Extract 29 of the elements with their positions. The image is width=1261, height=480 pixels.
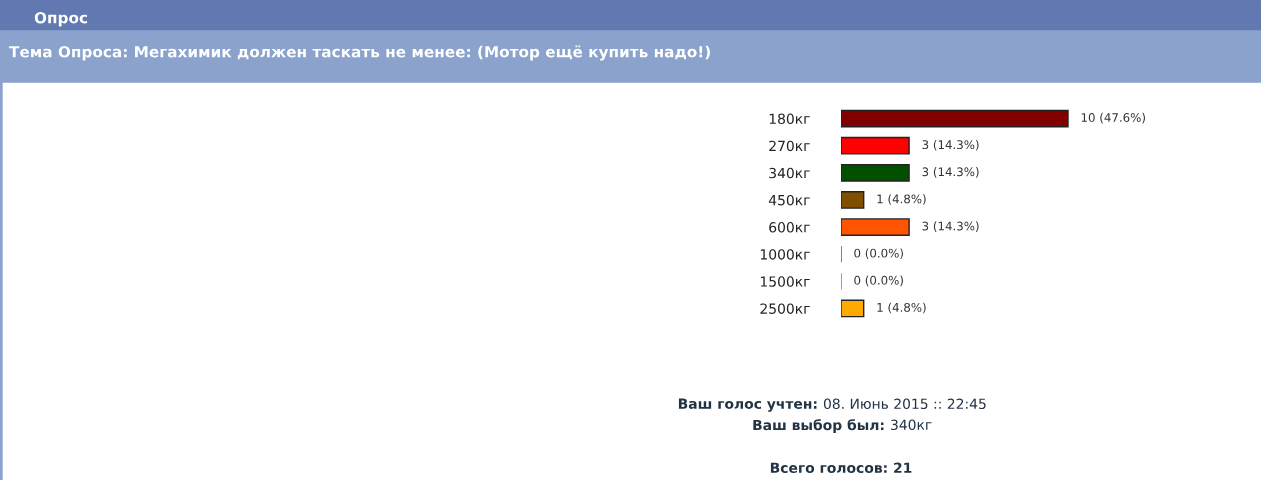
bar bbox=[841, 218, 910, 236]
data-label: 3 (14.3%) bbox=[922, 139, 979, 151]
bar bbox=[841, 136, 910, 155]
y-tick-label: 2500кг bbox=[760, 303, 810, 314]
data-label: 1 (4.8%) bbox=[877, 302, 926, 314]
data-label: 3 (14.3%) bbox=[922, 221, 979, 232]
y-tick-label: 180кг bbox=[769, 113, 810, 125]
text: 340кг bbox=[891, 419, 932, 431]
data-label: 10 (47.6%) bbox=[1081, 112, 1145, 124]
y-tick-label: 1000кг bbox=[760, 249, 810, 260]
y-tick-label: 450кг bbox=[768, 194, 810, 206]
data-label: 0 (0.0%) bbox=[854, 275, 903, 287]
data-label: 0 (0.0%) bbox=[854, 248, 903, 259]
bar bbox=[841, 299, 865, 318]
text: 08. Июнь 2015 :: 22:45 bbox=[823, 398, 986, 410]
data-label: 3 (14.3%) bbox=[922, 167, 979, 178]
text: Ваш голос учтен: bbox=[678, 398, 817, 412]
text: Тема Опроса: Мегахимик должен таскать не менее: (Мотор ещё купить надо!) bbox=[9, 45, 710, 61]
bar bbox=[841, 163, 910, 182]
data-label: 1 (4.8%) bbox=[877, 194, 926, 205]
text: Опрос bbox=[34, 11, 88, 27]
text: Ваш выбор был: bbox=[753, 419, 884, 433]
y-tick-label: 1500кг bbox=[760, 276, 810, 287]
y-tick-label: 270кг bbox=[769, 140, 810, 152]
text: Всего голосов: 21 bbox=[770, 462, 912, 474]
bar bbox=[841, 109, 1069, 128]
y-tick-label: 600кг bbox=[769, 222, 810, 233]
bar bbox=[841, 191, 865, 209]
y-tick-label: 340кг bbox=[769, 167, 810, 179]
